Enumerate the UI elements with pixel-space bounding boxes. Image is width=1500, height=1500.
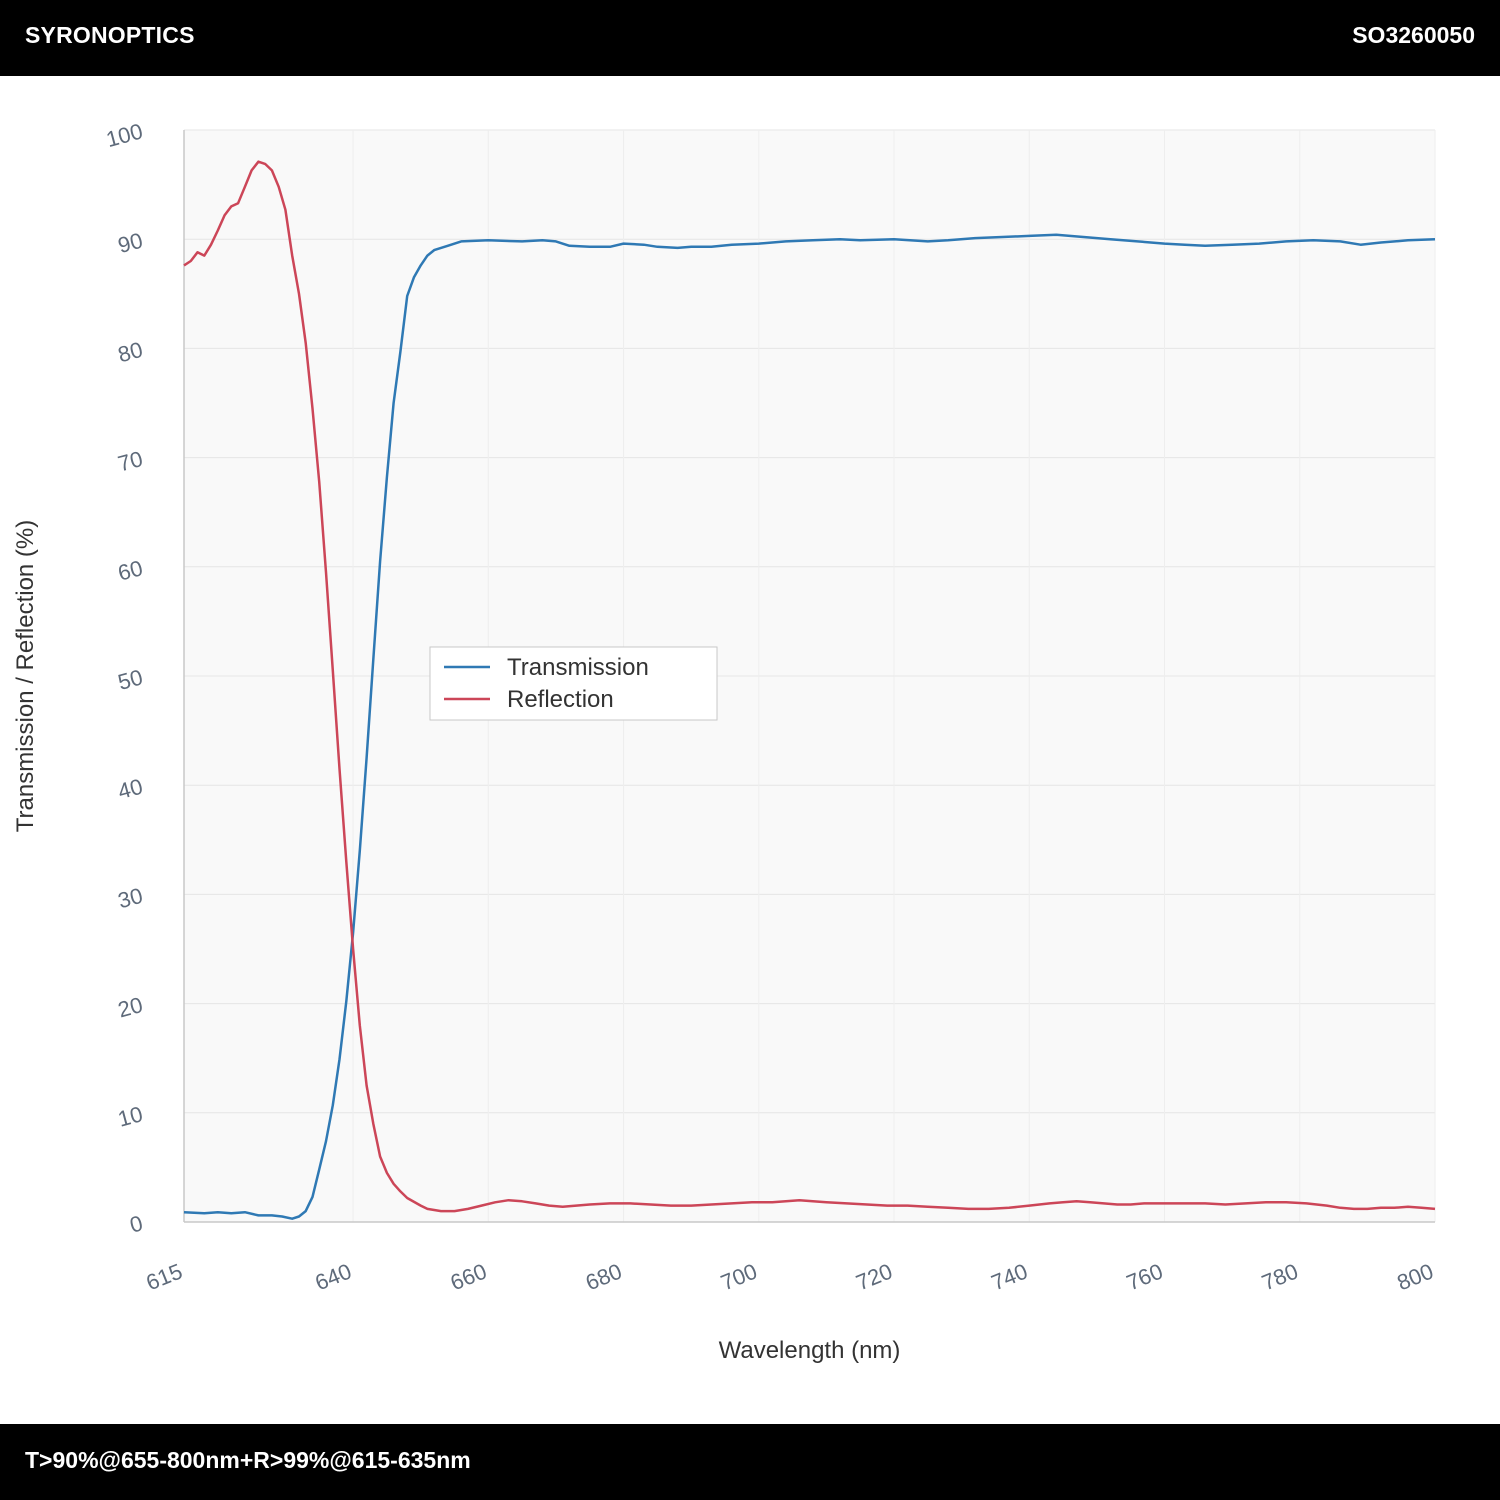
legend-box <box>429 646 718 721</box>
y-tick-label: 0 <box>127 1210 145 1237</box>
data-series <box>183 160 1436 1220</box>
header-bar: SYRONOPTICS SO3260050 <box>0 0 1500 76</box>
legend-label: Reflection <box>507 686 614 713</box>
series-line-reflection <box>183 160 1436 1213</box>
y-tick-label: 60 <box>115 555 145 585</box>
y-tick-label: 80 <box>115 337 145 367</box>
x-axis-title: Wavelength (nm) <box>719 1337 901 1364</box>
legend-label: Transmission <box>507 654 649 681</box>
axes <box>183 130 1435 1223</box>
brand-name: SYRONOPTICS <box>25 22 195 48</box>
y-axis-title: Transmission / Reflection (%) <box>12 520 39 833</box>
y-tick-label: 50 <box>115 664 145 694</box>
x-tick-label: 680 <box>582 1258 625 1295</box>
y-tick-label: 20 <box>115 992 145 1022</box>
x-tick-label: 780 <box>1258 1258 1301 1295</box>
x-tick-label: 615 <box>142 1258 185 1295</box>
y-tick-label: 40 <box>115 774 145 804</box>
y-tick-label: 30 <box>115 883 145 913</box>
y-tick-label: 100 <box>103 118 145 152</box>
x-tick-label: 740 <box>988 1258 1031 1295</box>
footer-bar: T>90%@655-800nm+R>99%@615-635nm <box>0 1424 1500 1500</box>
x-tick-label: 660 <box>447 1258 490 1295</box>
legend: Transmission Reflection <box>429 646 718 721</box>
x-tick-label: 800 <box>1393 1258 1436 1295</box>
y-tick-label: 10 <box>115 1101 145 1131</box>
x-tick-label: 720 <box>852 1258 895 1295</box>
part-number: SO3260050 <box>1352 22 1475 48</box>
x-tick-label: 760 <box>1123 1258 1166 1295</box>
series-line-transmission <box>183 233 1436 1220</box>
x-tick-label: 700 <box>717 1258 760 1295</box>
spec-text: T>90%@655-800nm+R>99%@615-635nm <box>25 1447 471 1473</box>
y-tick-label: 90 <box>115 228 145 258</box>
x-tick-label: 640 <box>312 1258 355 1295</box>
y-tick-label: 70 <box>115 446 145 476</box>
